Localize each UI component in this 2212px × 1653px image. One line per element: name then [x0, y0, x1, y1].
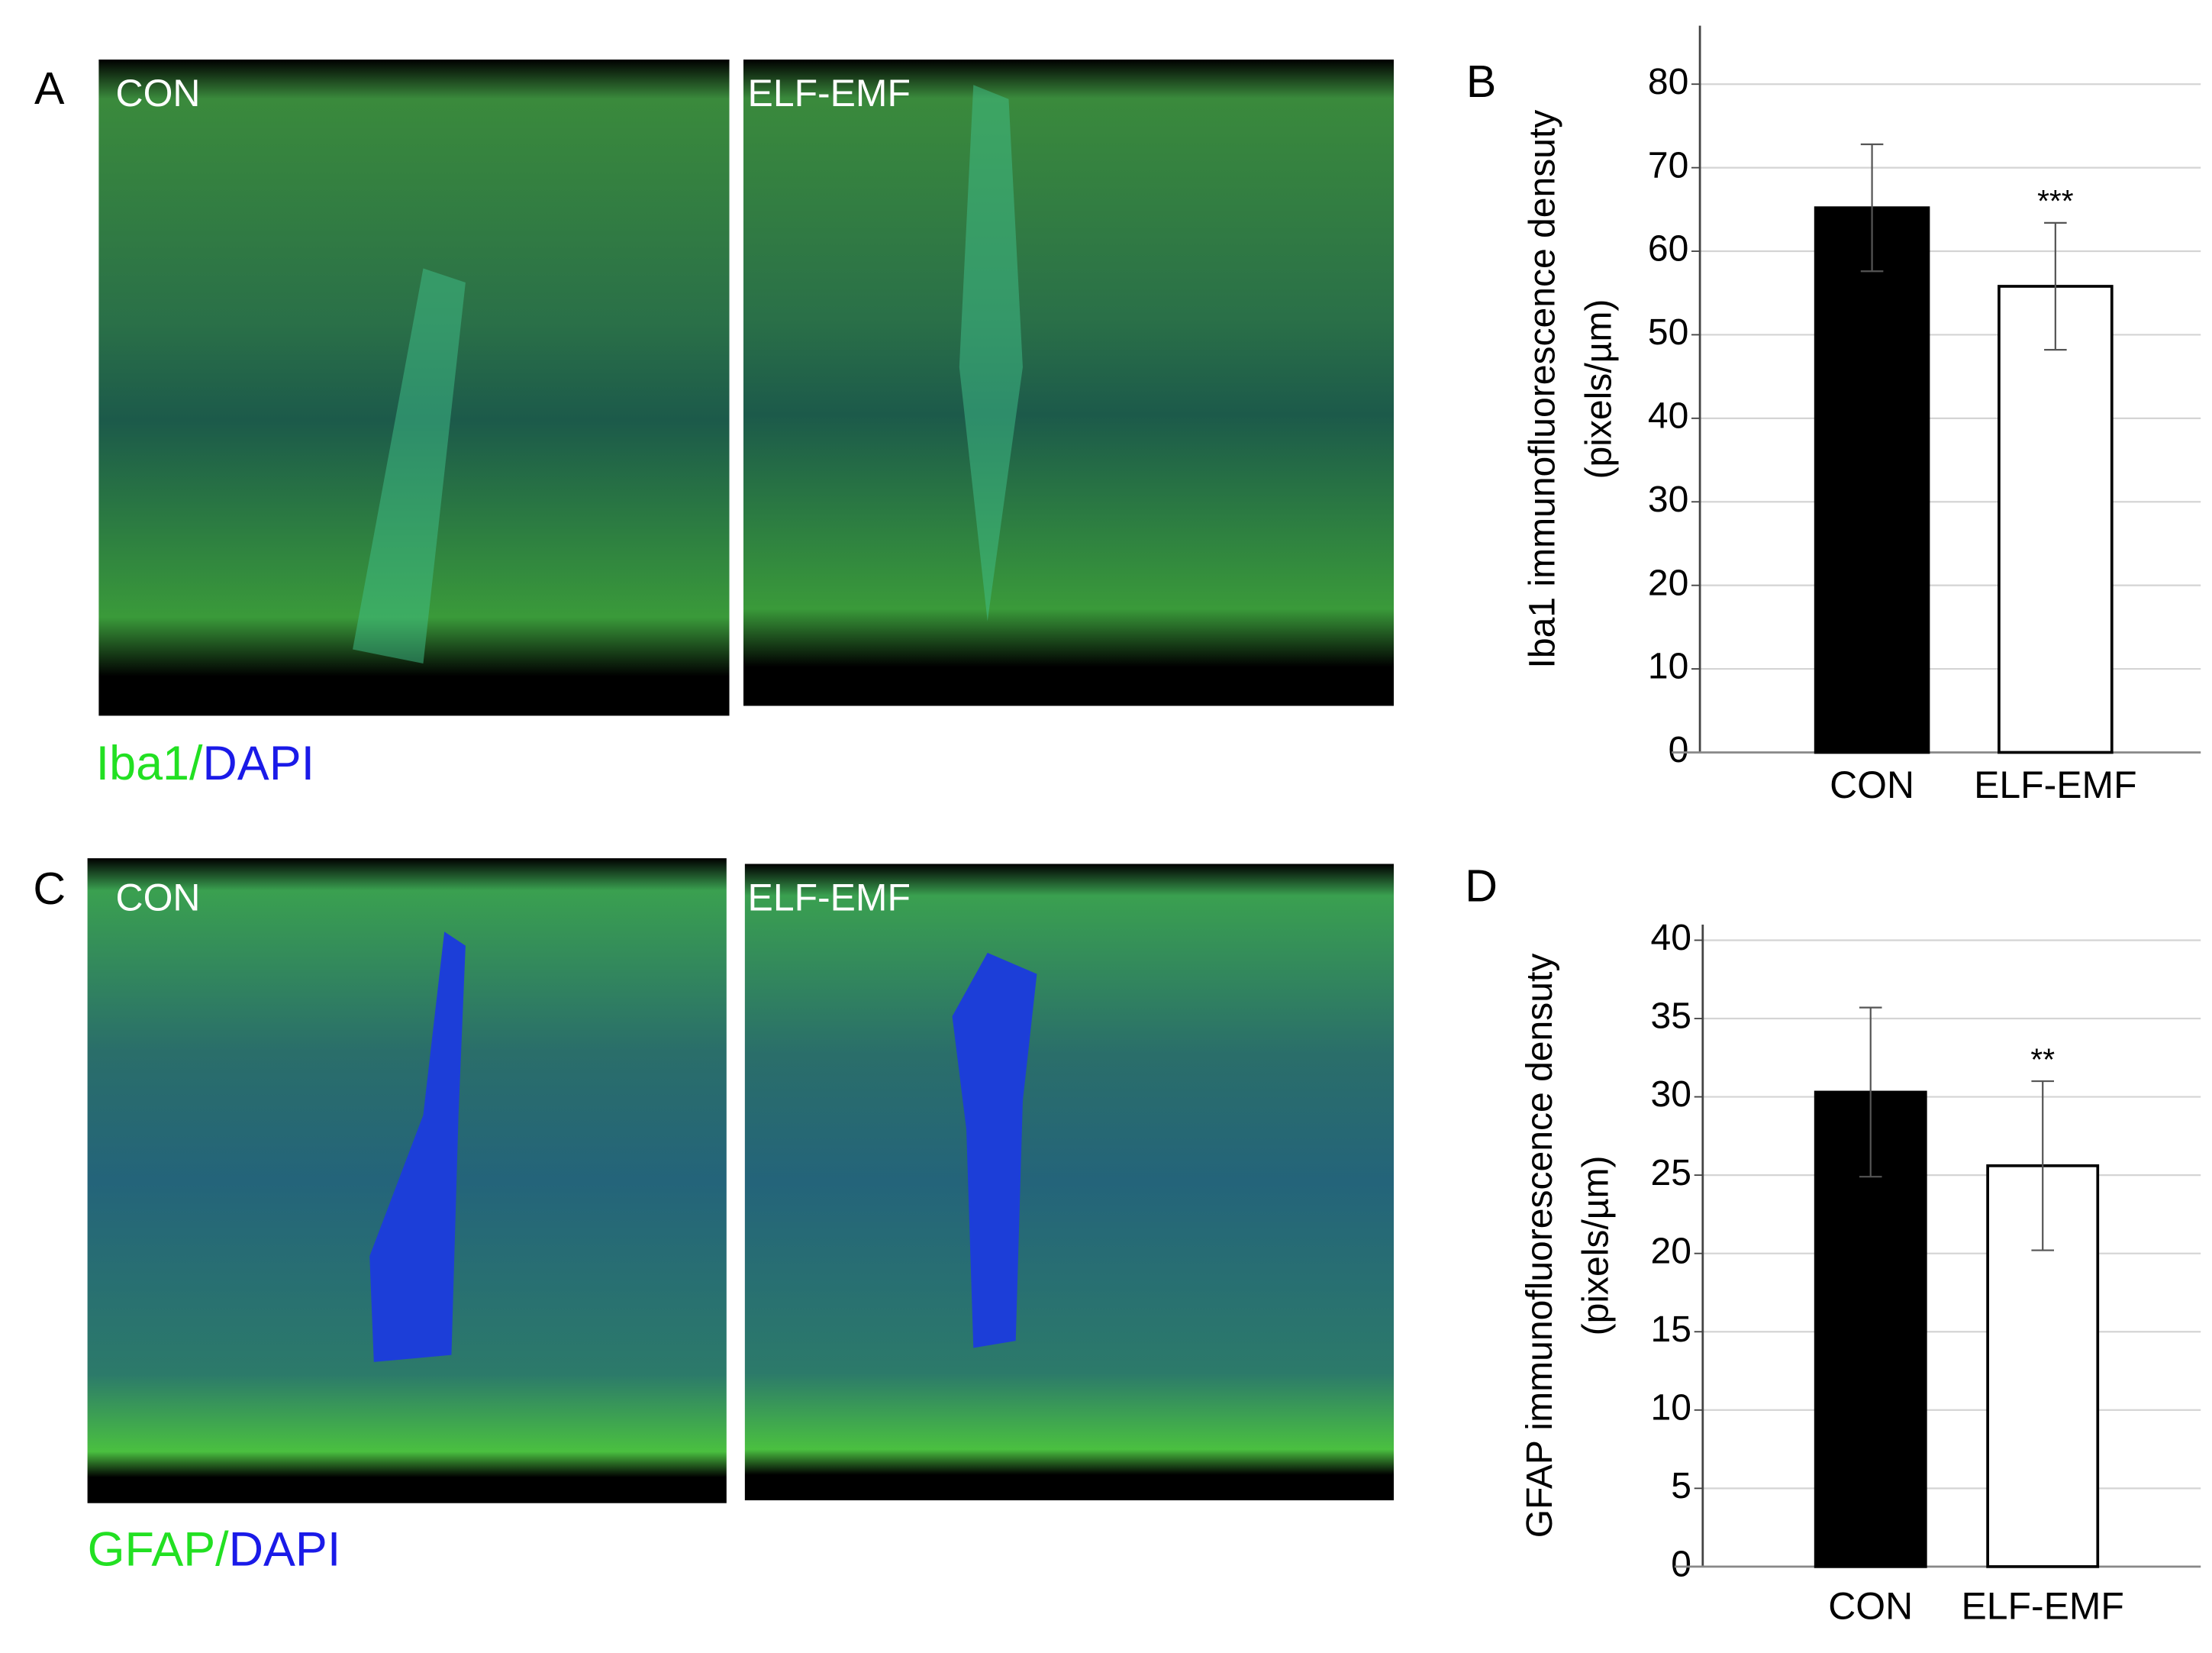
y-tick-label: 40	[1651, 918, 1691, 958]
y-tick-label: 30	[1651, 1074, 1691, 1115]
x-tick-label: ELF-EMF	[1961, 1585, 2123, 1628]
micrograph	[743, 59, 1395, 706]
stain-part: GFAP/	[88, 1522, 230, 1576]
y-tick-label: 5	[1671, 1466, 1691, 1506]
bar	[1998, 285, 2114, 754]
panel-label: D	[1465, 860, 1498, 911]
stain-part: DAPI	[202, 737, 314, 790]
y-tick-label: 0	[1671, 1545, 1691, 1585]
y-tick-label: 25	[1651, 1153, 1691, 1193]
image-label: ELF-EMF	[748, 877, 911, 919]
image-label: CON	[116, 72, 201, 115]
y-tick-label: 30	[1648, 479, 1688, 520]
y-tick-label: 20	[1648, 563, 1688, 603]
lesion	[959, 85, 1023, 621]
stain-label: GFAP/DAPI	[88, 1522, 341, 1576]
y-tick-label: 10	[1651, 1387, 1691, 1428]
y-axis-label: (pixels/µm)	[1576, 1155, 1617, 1335]
lesion	[353, 268, 466, 664]
y-tick-label: 0	[1669, 730, 1689, 770]
image-label: CON	[116, 877, 201, 919]
y-axis-label: Iba1 immunofluorescence densuty	[1522, 110, 1562, 669]
y-tick-label: 40	[1648, 396, 1688, 437]
y-tick-label: 60	[1648, 229, 1688, 270]
micrograph	[744, 864, 1395, 1501]
x-tick-label: CON	[1830, 764, 1914, 806]
y-axis-label: GFAP immunofluorescence densuty	[1520, 954, 1560, 1538]
significance-label: **	[2030, 1041, 2055, 1077]
y-tick-label: 50	[1648, 312, 1688, 353]
significance-label: ***	[2037, 183, 2074, 218]
panel-label: B	[1466, 56, 1496, 107]
y-tick-label: 70	[1648, 145, 1688, 186]
image-label: ELF-EMF	[748, 72, 911, 115]
y-axis-label: (pixels/µm)	[1578, 299, 1619, 479]
y-tick-label: 15	[1651, 1309, 1691, 1350]
x-tick-label: CON	[1828, 1585, 1913, 1628]
panel-label: A	[34, 63, 65, 114]
stain-label: Iba1/DAPI	[96, 737, 314, 790]
y-tick-label: 35	[1651, 996, 1691, 1037]
y-tick-label: 10	[1648, 647, 1688, 687]
y-tick-label: 20	[1651, 1231, 1691, 1271]
lesion	[952, 952, 1037, 1348]
stain-part: Iba1/	[96, 737, 203, 790]
x-tick-label: ELF-EMF	[1974, 764, 2136, 806]
y-tick-label: 80	[1648, 62, 1688, 102]
bar	[1814, 206, 1930, 754]
panel-label: C	[33, 863, 66, 914]
stain-part: DAPI	[229, 1522, 341, 1576]
lesion	[369, 931, 466, 1362]
